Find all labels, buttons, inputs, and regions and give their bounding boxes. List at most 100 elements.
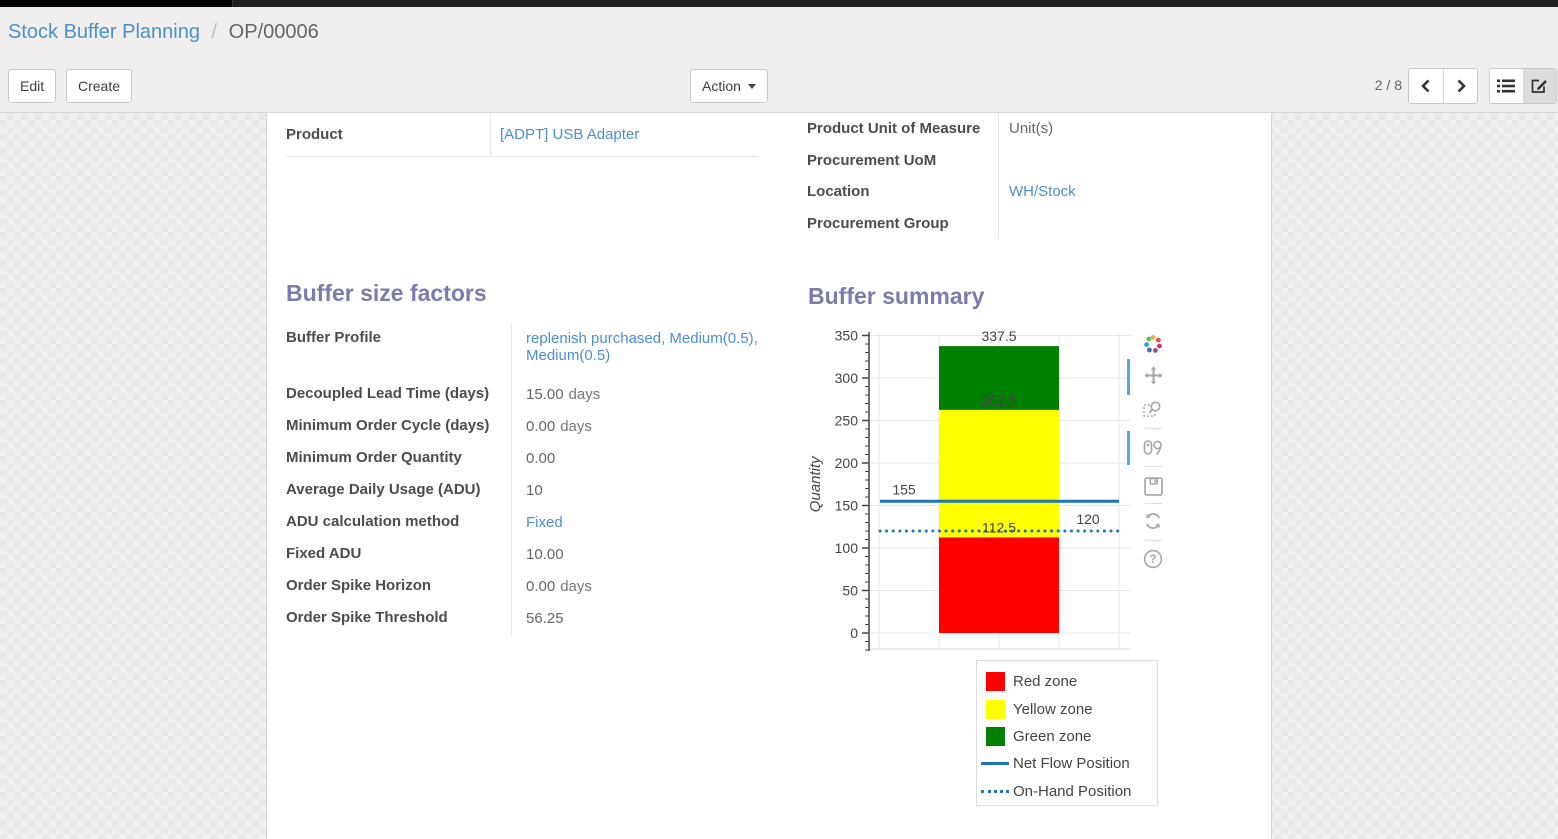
download-plot-button[interactable]	[1143, 476, 1163, 496]
list-icon	[1497, 79, 1516, 93]
modebar-separator	[1145, 503, 1162, 504]
buffer-size-factors-group: Buffer Profile replenish purchased, Medi…	[286, 323, 768, 635]
modebar-separator	[1145, 428, 1162, 429]
chart-legend: Red zone Yellow zone Green zone Net Flow…	[976, 660, 1158, 806]
procurement-group-label: Procurement Group	[807, 214, 949, 232]
content-background: Product [ADPT] USB Adapter Product Unit …	[0, 113, 1558, 839]
adu-label: Average Daily Usage (ADU)	[286, 481, 481, 498]
svg-text:200: 200	[835, 455, 859, 471]
breadcrumb: Stock Buffer Planning / OP/00006	[8, 21, 319, 44]
modebar-separator	[1145, 540, 1162, 541]
modebar-active-indicator	[1127, 431, 1130, 465]
unit-suffix: days	[560, 578, 592, 595]
unit-suffix: days	[568, 386, 601, 403]
location-value-link[interactable]: WH/Stock	[1009, 183, 1076, 201]
zoom-button[interactable]	[1143, 399, 1163, 419]
min-order-qty-label: Minimum Order Quantity	[286, 449, 462, 466]
order-spike-horizon-label: Order Spike Horizon	[286, 577, 432, 594]
pager-next-button[interactable]	[1443, 69, 1477, 103]
product-field-group: Product [ADPT] USB Adapter	[286, 113, 758, 157]
field-row: Average Daily Usage (ADU) 10	[286, 475, 768, 507]
logistics-field-group: Product Unit of Measure Unit(s) Procurem…	[807, 113, 1273, 239]
field-row: Procurement UoM	[807, 144, 1273, 176]
breadcrumb-parent-link[interactable]: Stock Buffer Planning	[8, 21, 200, 43]
pager-counter: 2 / 8	[1374, 77, 1402, 93]
svg-text:Quantity: Quantity	[807, 455, 824, 512]
product-value-link[interactable]: [ADPT] USB Adapter	[500, 126, 640, 143]
order-spike-horizon-value: 0.00	[526, 578, 556, 595]
reset-autoscale-icon	[1146, 513, 1160, 529]
legend-item-net-flow[interactable]: Net Flow Position	[977, 750, 1157, 777]
hover-compare-button[interactable]	[1143, 438, 1163, 458]
list-view-button[interactable]	[1490, 69, 1523, 103]
legend-label: Green zone	[1013, 727, 1092, 745]
product-label: Product	[286, 126, 343, 143]
legend-label: Red zone	[1013, 673, 1078, 691]
red-zone-swatch-icon	[977, 672, 1013, 692]
edit-button[interactable]: Edit	[8, 69, 57, 103]
green-zone-swatch-icon	[977, 726, 1013, 746]
location-label: Location	[807, 183, 870, 201]
field-row: Location WH/Stock	[807, 176, 1273, 208]
product-uom-value: Unit(s)	[1009, 120, 1054, 138]
procurement-uom-label: Procurement UoM	[807, 151, 937, 169]
adu-method-label: ADU calculation method	[286, 513, 460, 530]
pan-arrows-icon	[1144, 366, 1162, 384]
svg-text:300: 300	[835, 370, 859, 386]
legend-item-red-zone[interactable]: Red zone	[977, 668, 1157, 695]
field-row: Fixed ADU 10.00	[286, 539, 768, 571]
chevron-left-icon	[1421, 79, 1430, 93]
unit-suffix: days	[560, 418, 592, 435]
field-row: Decoupled Lead Time (days) 15.00 days	[286, 379, 768, 411]
chart-modebar: ?	[1127, 328, 1175, 588]
min-order-qty-value: 0.00	[526, 450, 556, 467]
plotly-logo-button[interactable]	[1143, 334, 1163, 354]
svg-text:100: 100	[835, 540, 859, 556]
help-button[interactable]: ?	[1143, 549, 1163, 569]
hover-compare-icon	[1143, 440, 1162, 456]
action-dropdown-button[interactable]: Action	[690, 69, 768, 103]
legend-item-yellow-zone[interactable]: Yellow zone	[977, 695, 1157, 722]
legend-label: On-Hand Position	[1013, 782, 1132, 800]
create-button[interactable]: Create	[66, 69, 133, 103]
legend-item-green-zone[interactable]: Green zone	[977, 723, 1157, 750]
legend-label: Net Flow Position	[1013, 755, 1130, 773]
pager-previous-button[interactable]	[1409, 69, 1443, 103]
reset-axes-button[interactable]	[1143, 511, 1163, 531]
field-row: Product Unit of Measure Unit(s)	[807, 113, 1273, 145]
legend-item-on-hand[interactable]: On-Hand Position	[977, 778, 1157, 805]
buffer-profile-value-link[interactable]: replenish purchased, Medium(0.5), Medium…	[526, 330, 758, 364]
form-view-button[interactable]	[1522, 69, 1556, 103]
field-row: Buffer Profile replenish purchased, Medi…	[286, 323, 768, 379]
action-dropdown-label: Action	[702, 78, 741, 94]
svg-text:150: 150	[835, 498, 859, 514]
product-uom-label: Product Unit of Measure	[807, 120, 981, 138]
field-row: Order Spike Threshold 56.25	[286, 603, 768, 635]
view-switcher	[1489, 68, 1557, 104]
adu-value: 10	[526, 482, 543, 499]
chevron-right-icon	[1457, 79, 1466, 93]
svg-text:262.5: 262.5	[981, 392, 1016, 408]
buffer-zones-chart: 0 50 100 150 200 250 300 350 Quantity 112.5 262.5 3…	[807, 328, 1131, 651]
edit-form-icon	[1532, 79, 1548, 93]
field-row: Procurement Group	[807, 207, 1273, 239]
save-floppy-icon	[1143, 476, 1163, 496]
svg-text:?: ?	[1149, 554, 1156, 566]
form-sheet: Product [ADPT] USB Adapter Product Unit …	[266, 113, 1272, 839]
chevron-down-icon	[747, 83, 756, 89]
field-row: Minimum Order Quantity 0.00	[286, 443, 768, 475]
pan-button[interactable]	[1143, 365, 1163, 385]
svg-text:120: 120	[1076, 511, 1100, 527]
svg-text:0: 0	[850, 625, 858, 641]
min-order-cycle-value: 0.00	[526, 418, 556, 435]
breadcrumb-separator: /	[211, 21, 218, 43]
modebar-separator	[1145, 466, 1162, 467]
top-navbar-strip	[0, 0, 1558, 7]
legend-label: Yellow zone	[1013, 700, 1093, 718]
adu-method-value-link[interactable]: Fixed	[526, 514, 563, 531]
order-spike-threshold-label: Order Spike Threshold	[286, 609, 448, 626]
svg-text:155: 155	[892, 481, 916, 497]
breadcrumb-current: OP/00006	[228, 21, 319, 43]
min-order-cycle-label: Minimum Order Cycle (days)	[286, 417, 490, 434]
fixed-adu-label: Fixed ADU	[286, 545, 362, 562]
